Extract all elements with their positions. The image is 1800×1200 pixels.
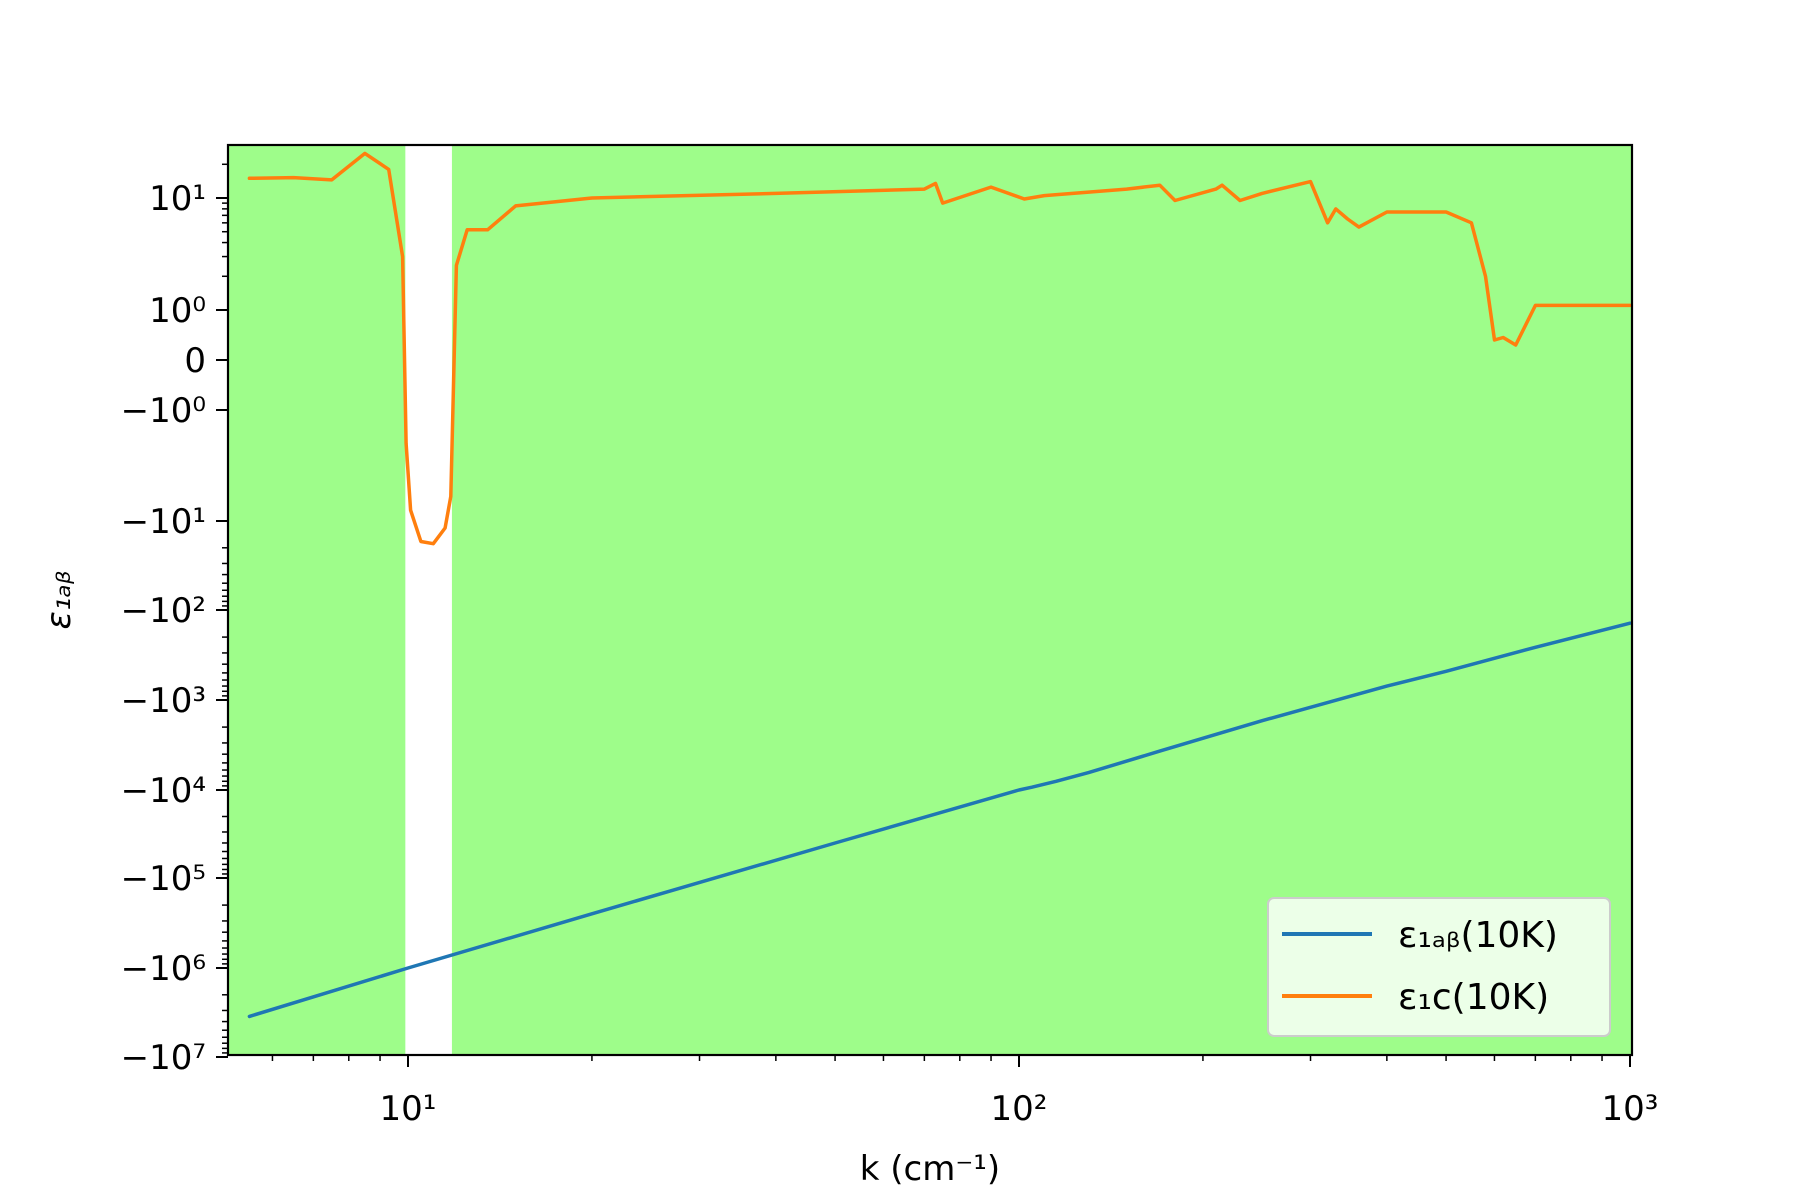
y-tick-label: −10⁵ [121, 859, 206, 899]
negative-region-band [405, 145, 452, 1055]
y-tick-label: 10¹ [149, 179, 206, 219]
legend: ε₁ₐᵦ(10K) ε₁c(10K) [1267, 897, 1611, 1037]
x-axis-title: k (cm⁻¹) [860, 1149, 1000, 1189]
y-tick-label: −10⁶ [121, 949, 206, 989]
x-tick-label: 10³ [1602, 1089, 1659, 1129]
y-tick-label: −10¹ [121, 502, 206, 542]
legend-label: ε₁c(10K) [1398, 977, 1549, 1018]
series-line-eps1ab [247, 621, 1632, 1019]
x-tick-label: 10¹ [380, 1089, 437, 1129]
y-tick-label: −10² [121, 591, 206, 631]
y-tick-label: −10⁴ [121, 771, 206, 811]
y-axis-title: ε₁ₐᵦ [39, 571, 79, 630]
x-tick-label: 10² [991, 1089, 1048, 1129]
y-tick-label: 0 [184, 341, 206, 381]
y-tick-label: −10⁰ [121, 391, 206, 431]
legend-label: ε₁ₐᵦ(10K) [1398, 915, 1558, 956]
y-tick-label: −10³ [121, 681, 206, 721]
y-tick-label: −10⁷ [121, 1038, 206, 1078]
plot-frame [226, 143, 1634, 1057]
series-line-eps1c [247, 151, 1632, 546]
y-tick-label: 10⁰ [149, 291, 206, 331]
